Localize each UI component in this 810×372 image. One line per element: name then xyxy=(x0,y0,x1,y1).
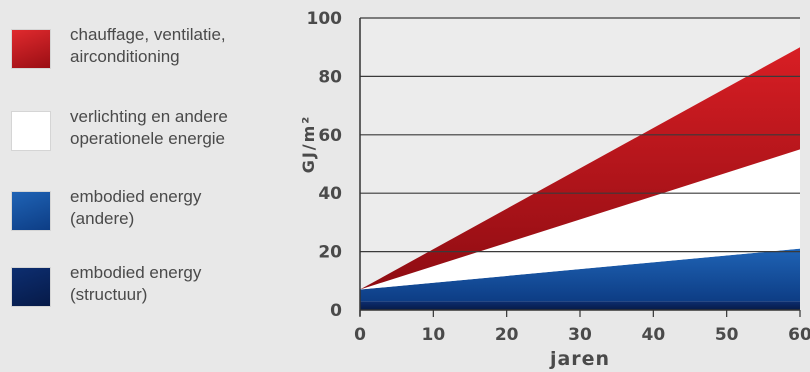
x-tick-label-40: 40 xyxy=(641,325,665,345)
legend-swatch-chauffage-ventilatie-airconditioning xyxy=(12,30,50,68)
y-tick-label-0: 0 xyxy=(330,301,342,321)
y-tick-label-60: 60 xyxy=(318,126,342,146)
x-tick-label-30: 30 xyxy=(568,325,592,345)
y-axis-title: GJ/m² xyxy=(299,115,318,174)
y-tick-label-40: 40 xyxy=(318,184,342,204)
legend-swatch-embodied-energy-andere xyxy=(12,192,50,230)
area-chauffage-ventilatie-airconditioning xyxy=(360,47,800,290)
x-axis-title: jaren xyxy=(549,348,610,370)
x-tick-label-10: 10 xyxy=(421,325,445,345)
legend-label-line: (structuur) xyxy=(70,285,148,304)
y-tick-label-80: 80 xyxy=(318,67,342,87)
legend-label-line: airconditioning xyxy=(70,47,180,66)
legend-label-embodied-energy-andere: embodied energy (andere) xyxy=(70,186,201,230)
y-tick-label-100: 100 xyxy=(307,9,343,29)
legend-item-chauffage-ventilatie-airconditioning: chauffage, ventilatie, airconditioning xyxy=(12,24,312,84)
legend-label-line: verlichting en andere xyxy=(70,107,228,126)
legend-label-embodied-energy-structuur: embodied energy (structuur) xyxy=(70,262,201,306)
x-tick-label-20: 20 xyxy=(495,325,519,345)
legend-label-line: (andere) xyxy=(70,209,135,228)
y-tick-label-20: 20 xyxy=(318,243,342,263)
area-embodied-energy-structuur xyxy=(360,301,800,310)
legend-swatch-verlichting-en-andere-operationele-energie xyxy=(12,112,50,150)
area-embodied-energy-andere xyxy=(360,248,800,302)
legend-label-verlichting-en-andere-operationele-energie: verlichting en andere operationele energi… xyxy=(70,106,228,150)
legend-label-line: embodied energy xyxy=(70,263,202,282)
legend-item-embodied-energy-andere: embodied energy (andere) xyxy=(12,186,312,246)
legend-swatch-embodied-energy-structuur xyxy=(12,268,50,306)
legend-label-line: embodied energy xyxy=(70,187,202,206)
x-tick-label-50: 50 xyxy=(715,325,739,345)
legend-label-line: chauffage, ventilatie, xyxy=(70,25,226,44)
legend-item-verlichting-en-andere-operationele-energie: verlichting en andere operationele energi… xyxy=(12,106,312,166)
legend-label-line: operationele energie xyxy=(70,129,226,148)
legend-item-embodied-energy-structuur: embodied energy (structuur) xyxy=(12,262,312,322)
x-tick-label-60: 60 xyxy=(788,325,810,345)
x-tick-label-0: 0 xyxy=(354,325,366,345)
legend-label-chauffage-ventilatie-airconditioning: chauffage, ventilatie, airconditioning xyxy=(70,24,226,68)
